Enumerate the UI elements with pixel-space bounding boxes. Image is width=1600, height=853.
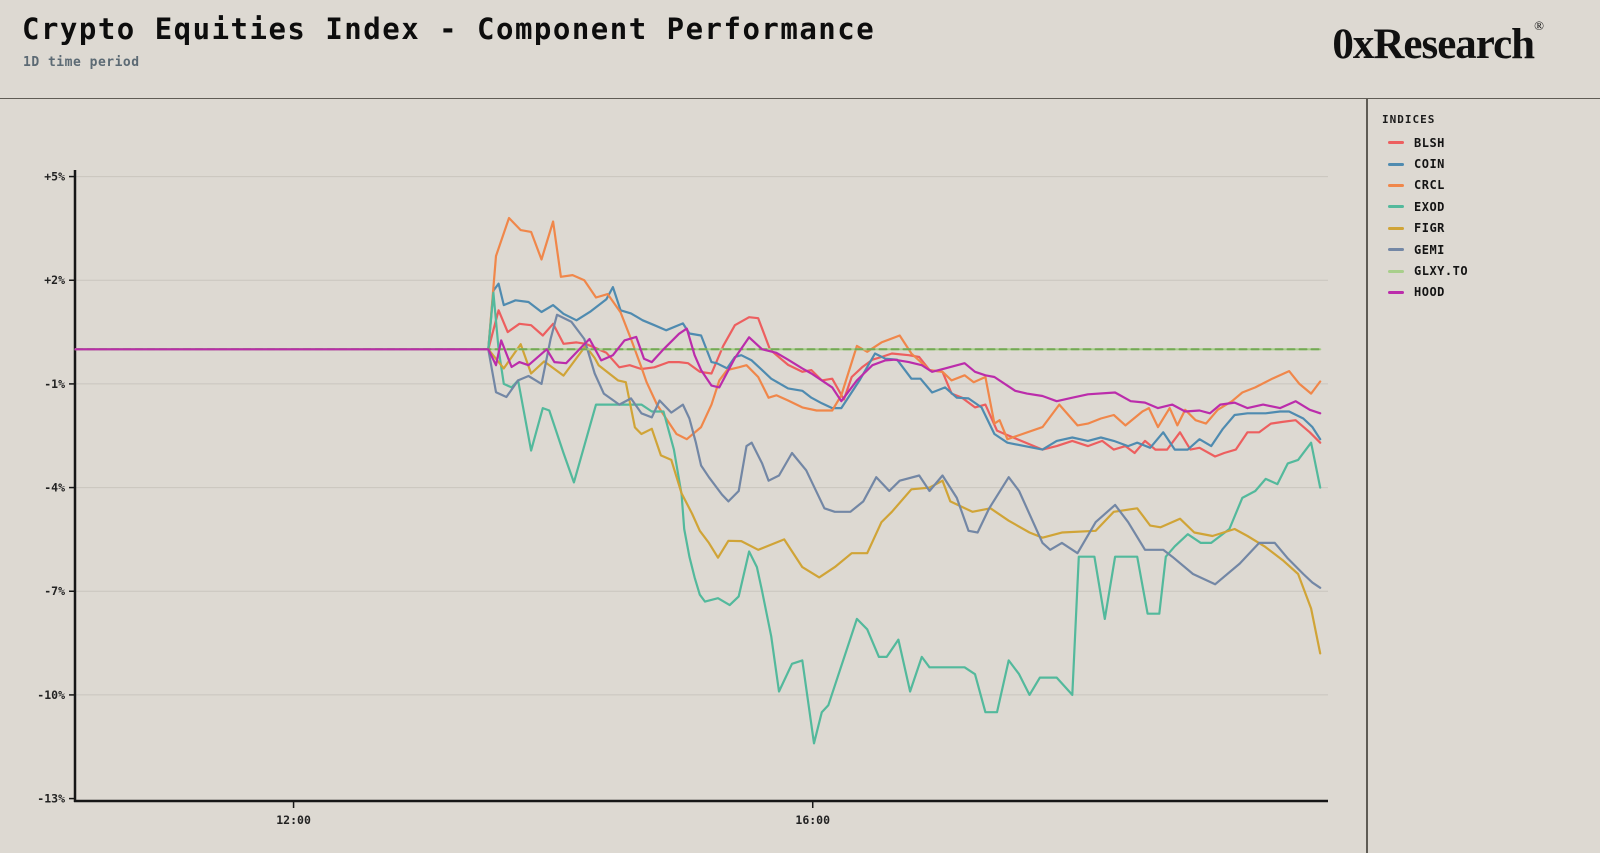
- legend-swatch-HOOD: [1388, 290, 1404, 294]
- series-line-BLSH: [74, 309, 1322, 458]
- legend-swatch-EXOD: [1388, 205, 1404, 209]
- legend-swatch-GEMI: [1388, 248, 1404, 252]
- y-tick-label: +2%: [44, 273, 65, 287]
- y-tick-label: +5%: [44, 170, 65, 184]
- y-axis: +5% +2% -1% -4% -7% -10% -13%: [37, 170, 77, 806]
- oxresearch-logo: 0xResearch®: [1332, 18, 1544, 69]
- legend-item-HOOD[interactable]: HOOD: [1382, 282, 1600, 303]
- logo-text: 0xResearch: [1332, 21, 1535, 68]
- series-lines: [74, 216, 1322, 745]
- legend-label: BLSH: [1414, 135, 1445, 150]
- legend-item-GLXY.TO[interactable]: GLXY.TO: [1382, 260, 1600, 281]
- header: Crypto Equities Index - Component Perfor…: [0, 0, 1600, 99]
- legend-title: INDICES: [1382, 113, 1436, 126]
- legend-swatch-COIN: [1388, 162, 1404, 166]
- legend-label: CRCL: [1414, 178, 1445, 193]
- y-tick-label: -10%: [37, 688, 65, 702]
- legend-label: GLXY.TO: [1414, 264, 1469, 279]
- y-tick-label: -13%: [37, 792, 65, 806]
- legend-label: FIGR: [1414, 221, 1445, 236]
- legend-items: BLSH COIN CRCL EXOD FIGR GEMI GLXY.TO HOOD: [1382, 132, 1600, 303]
- legend-item-CRCL[interactable]: CRCL: [1382, 175, 1600, 196]
- series-line-CRCL: [74, 216, 1322, 441]
- y-tick-label: -1%: [44, 377, 65, 391]
- x-tick-label: 16:00: [795, 813, 830, 827]
- legend-swatch-GLXY.TO: [1388, 269, 1404, 273]
- series-line-COIN: [74, 282, 1322, 451]
- time-period-label: 1D time period: [23, 55, 140, 70]
- legend-swatch-CRCL: [1388, 183, 1404, 187]
- page-title: Crypto Equities Index - Component Perfor…: [22, 12, 876, 46]
- legend-label: COIN: [1414, 157, 1445, 172]
- legend-panel: INDICES BLSH COIN CRCL EXOD FIGR GEMI GLXY.TO H…: [1368, 99, 1600, 853]
- series-line-EXOD: [74, 291, 1322, 745]
- legend-label: GEMI: [1414, 242, 1445, 257]
- legend-item-BLSH[interactable]: BLSH: [1382, 132, 1600, 153]
- legend-item-GEMI[interactable]: GEMI: [1382, 239, 1600, 260]
- legend-item-EXOD[interactable]: EXOD: [1382, 196, 1600, 217]
- legend-divider: [1366, 99, 1368, 853]
- y-tick-label: -4%: [44, 481, 65, 495]
- registered-mark: ®: [1534, 18, 1544, 33]
- x-axis: 12:00 16:00: [74, 799, 1328, 827]
- y-tick-label: -7%: [44, 584, 65, 598]
- legend-label: HOOD: [1414, 285, 1445, 300]
- series-line-GEMI: [74, 313, 1322, 589]
- series-line-HOOD: [74, 327, 1322, 415]
- legend-item-COIN[interactable]: COIN: [1382, 153, 1600, 174]
- legend-swatch-FIGR: [1388, 226, 1404, 230]
- legend-item-FIGR[interactable]: FIGR: [1382, 218, 1600, 239]
- gridlines: [75, 176, 1328, 696]
- performance-chart[interactable]: +5% +2% -1% -4% -7% -10% -13% 12:00 16:00: [0, 99, 1600, 853]
- series-line-FIGR: [74, 343, 1322, 655]
- x-tick-label: 12:00: [276, 813, 311, 827]
- legend-swatch-BLSH: [1388, 141, 1404, 145]
- legend-label: EXOD: [1414, 199, 1445, 214]
